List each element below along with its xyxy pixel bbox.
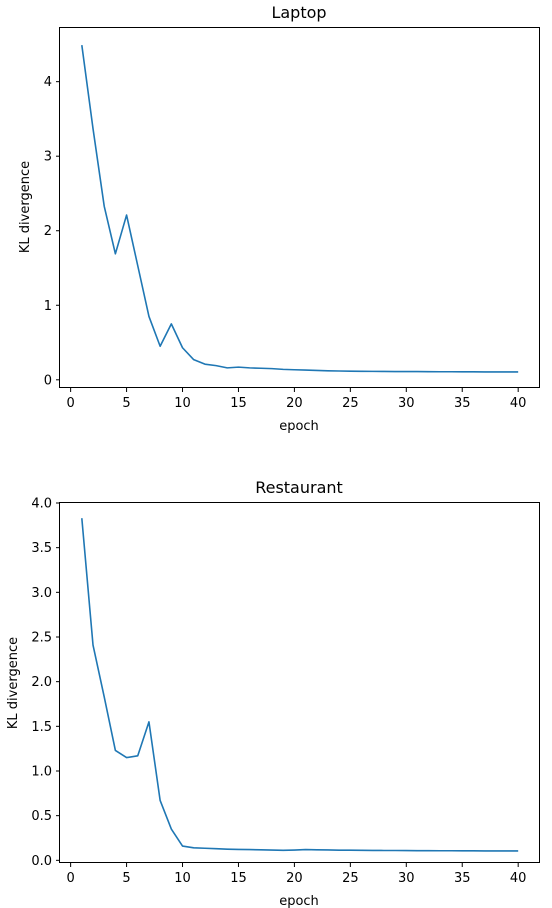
x-tick-label: 25 (342, 871, 359, 886)
x-tick-label: 15 (230, 396, 247, 411)
plot-frame (59, 27, 540, 388)
y-axis-ticks: 0 1 2 3 4 (44, 75, 60, 388)
y-tick-label: 0 (44, 373, 52, 388)
x-tick-label: 35 (454, 871, 471, 886)
y-tick-label: 0.0 (31, 854, 52, 869)
y-tick-label: 1.0 (31, 764, 52, 779)
y-tick-label: 3.5 (31, 541, 52, 556)
x-tick-label: 30 (398, 396, 415, 411)
x-axis-label: epoch (279, 419, 319, 434)
y-tick-label: 3 (44, 150, 52, 165)
y-tick-label: 4 (44, 75, 52, 90)
x-tick-label: 0 (66, 396, 74, 411)
y-tick-label: 2.5 (31, 630, 52, 645)
y-tick-label: 2.0 (31, 675, 52, 690)
x-axis-label: epoch (279, 894, 319, 908)
x-axis-ticks: 0 5 10 15 20 25 30 35 40 (66, 863, 526, 886)
y-tick-label: 1 (44, 299, 52, 314)
kl-divergence-line (81, 518, 519, 852)
x-tick-label: 40 (510, 871, 527, 886)
y-tick-label: 0.5 (31, 809, 52, 824)
restaurant-chart: Restaurant epoch KL divergence 0 5 10 15 20 2… (6, 478, 540, 908)
plot-frame (59, 502, 540, 863)
y-axis-label: KL divergence (6, 637, 21, 729)
y-axis-ticks: 0.0 0.5 1.0 1.5 2.0 2.5 3.0 3.5 4.0 (31, 497, 60, 869)
x-axis-ticks: 0 5 10 15 20 25 30 35 40 (66, 388, 526, 411)
x-tick-label: 20 (286, 396, 303, 411)
x-tick-label: 5 (122, 871, 130, 886)
chart-title: Laptop (271, 3, 326, 22)
x-tick-label: 10 (174, 396, 191, 411)
laptop-chart: Laptop epoch KL divergence 0 5 10 15 20 25 30 3… (18, 3, 540, 434)
x-tick-label: 5 (122, 396, 130, 411)
x-tick-label: 0 (66, 871, 74, 886)
y-axis-label: KL divergence (18, 161, 33, 253)
y-tick-label: 3.0 (31, 586, 52, 601)
kl-divergence-line (81, 45, 519, 373)
x-tick-label: 10 (174, 871, 191, 886)
y-tick-label: 2 (44, 224, 52, 239)
x-tick-label: 30 (398, 871, 415, 886)
x-tick-label: 15 (230, 871, 247, 886)
x-tick-label: 25 (342, 396, 359, 411)
y-tick-label: 4.0 (31, 497, 52, 512)
x-tick-label: 20 (286, 871, 303, 886)
x-tick-label: 35 (454, 396, 471, 411)
chart-title: Restaurant (255, 478, 343, 497)
x-tick-label: 40 (510, 396, 527, 411)
y-tick-label: 1.5 (31, 720, 52, 735)
